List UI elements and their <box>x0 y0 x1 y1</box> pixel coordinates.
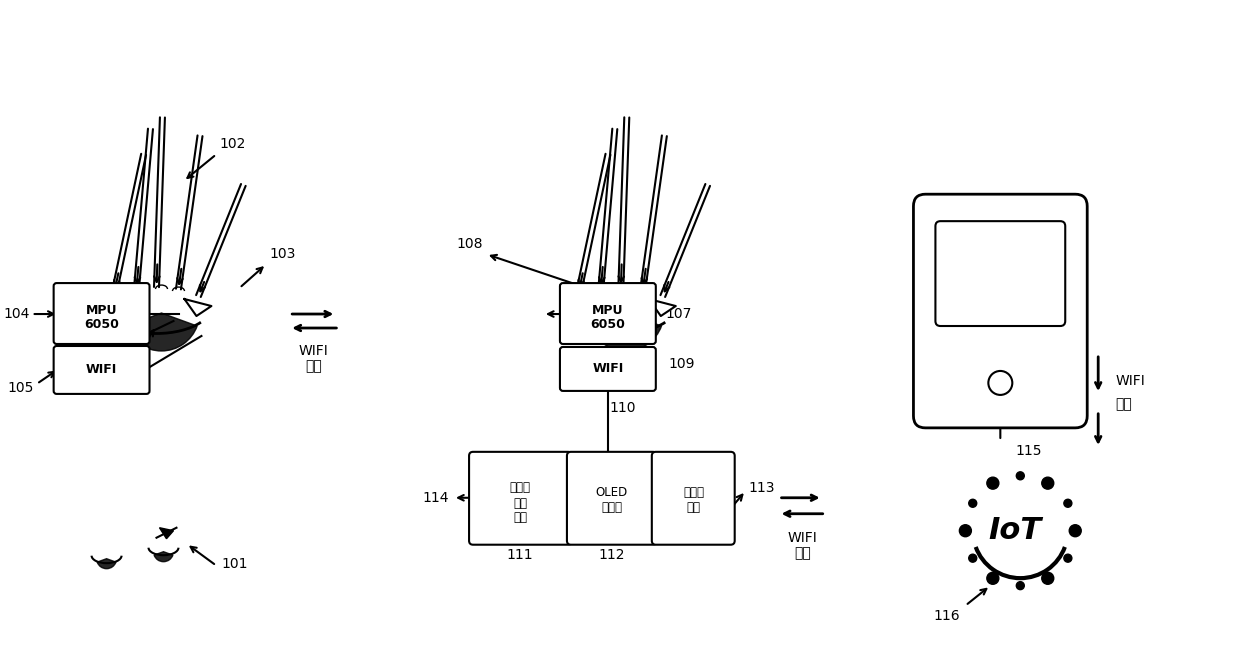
Text: 105: 105 <box>7 381 33 395</box>
Circle shape <box>987 572 999 584</box>
Text: 显示屏: 显示屏 <box>601 501 622 514</box>
FancyBboxPatch shape <box>567 452 657 545</box>
Text: 扬声器: 扬声器 <box>683 486 704 500</box>
Text: 115: 115 <box>1016 444 1042 458</box>
FancyBboxPatch shape <box>560 283 656 344</box>
Text: 108: 108 <box>456 237 484 251</box>
Text: 电池: 电池 <box>687 501 701 514</box>
Circle shape <box>987 477 999 489</box>
Polygon shape <box>185 299 212 316</box>
Text: MPU: MPU <box>86 304 118 316</box>
FancyBboxPatch shape <box>53 346 150 394</box>
Circle shape <box>968 500 977 507</box>
Wedge shape <box>590 313 661 351</box>
Text: 103: 103 <box>269 247 295 261</box>
Text: WIFI: WIFI <box>1115 374 1145 388</box>
Text: 109: 109 <box>668 357 696 371</box>
Text: MPU: MPU <box>593 304 624 316</box>
Circle shape <box>988 371 1012 395</box>
FancyBboxPatch shape <box>469 452 572 545</box>
FancyBboxPatch shape <box>560 347 656 391</box>
Circle shape <box>1017 581 1024 589</box>
Text: WIFI: WIFI <box>787 531 817 545</box>
Wedge shape <box>125 313 197 351</box>
Text: 终端显示: 终端显示 <box>981 267 1021 285</box>
Circle shape <box>1064 554 1071 562</box>
Text: 111: 111 <box>507 547 533 561</box>
Text: 116: 116 <box>934 609 961 623</box>
Text: OLED: OLED <box>595 486 627 500</box>
Circle shape <box>960 525 971 537</box>
Text: 113: 113 <box>749 481 775 495</box>
Circle shape <box>1042 477 1054 489</box>
Text: WIFI: WIFI <box>593 362 624 376</box>
FancyBboxPatch shape <box>914 194 1087 428</box>
Text: 104: 104 <box>4 307 30 321</box>
Text: 通信: 通信 <box>305 359 321 373</box>
Text: 电路: 电路 <box>513 511 527 524</box>
Text: WIFI: WIFI <box>299 344 329 358</box>
Text: 单片机: 单片机 <box>510 482 531 494</box>
Wedge shape <box>154 551 172 561</box>
Text: 112: 112 <box>599 547 625 561</box>
Text: IoT: IoT <box>988 516 1042 545</box>
Text: 101: 101 <box>222 557 248 571</box>
FancyBboxPatch shape <box>53 283 150 344</box>
Polygon shape <box>649 299 676 316</box>
Circle shape <box>1042 572 1054 584</box>
Circle shape <box>968 554 977 562</box>
Text: 6050: 6050 <box>84 318 119 330</box>
FancyBboxPatch shape <box>652 452 734 545</box>
Text: 通信: 通信 <box>795 545 811 559</box>
Text: WIFI: WIFI <box>86 364 118 376</box>
Circle shape <box>1064 500 1071 507</box>
Text: 通信: 通信 <box>1115 397 1132 411</box>
Circle shape <box>1069 525 1081 537</box>
FancyBboxPatch shape <box>935 221 1065 326</box>
Text: 110: 110 <box>609 401 636 415</box>
Text: 6050: 6050 <box>590 318 625 330</box>
Text: 107: 107 <box>666 307 692 321</box>
Polygon shape <box>160 527 174 539</box>
Circle shape <box>1017 472 1024 480</box>
Wedge shape <box>97 559 117 569</box>
Text: 处理: 处理 <box>513 498 527 510</box>
Text: 102: 102 <box>219 137 246 151</box>
Text: 114: 114 <box>423 491 449 505</box>
